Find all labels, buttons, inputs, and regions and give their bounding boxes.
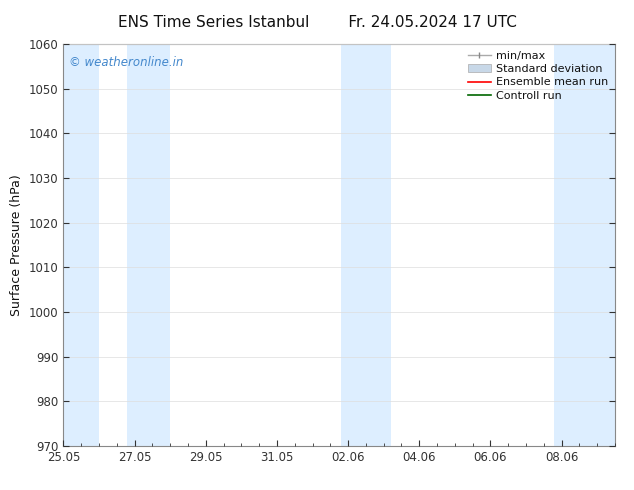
Text: © weatheronline.in: © weatheronline.in [69,56,183,69]
Text: ENS Time Series Istanbul        Fr. 24.05.2024 17 UTC: ENS Time Series Istanbul Fr. 24.05.2024 … [117,15,517,30]
Bar [127,44,170,446]
Legend: min/max, Standard deviation, Ensemble mean run, Controll run: min/max, Standard deviation, Ensemble me… [464,47,612,105]
Bar [341,44,391,446]
Bar [555,44,619,446]
Y-axis label: Surface Pressure (hPa): Surface Pressure (hPa) [10,174,23,316]
Bar [60,44,99,446]
